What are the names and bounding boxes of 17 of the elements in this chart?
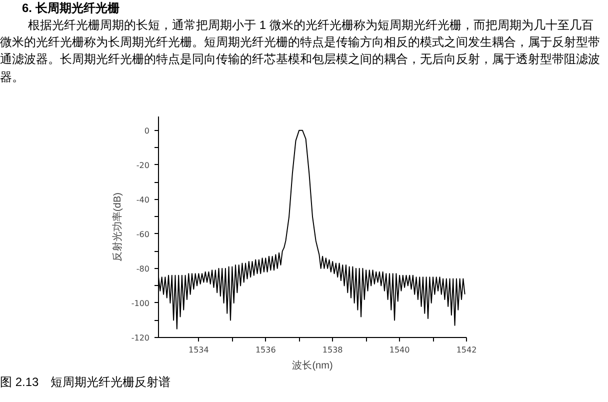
x-tick-label: 1540 bbox=[389, 346, 410, 354]
y-tick-label: 0 bbox=[144, 126, 150, 136]
y-tick-label: -120 bbox=[131, 334, 150, 342]
caption: 图 2.13 短周期光纤光栅反射谱 bbox=[0, 374, 171, 391]
y-axis-title: 反射光功率(dB) bbox=[111, 192, 124, 262]
text: 根据光纤光栅周期的长短，通常把周期小于 1 微米的光纤光栅称为短周期光纤光栅，而把周期为几十至几百微米的光纤光栅称为长周期光纤光栅。短周期光纤光栅的特点是传输方向相反的模式之间发生耦合，属于反射型带通滤波器。长周期光纤光栅的特点是同向传输的纤芯基模和包层模之间的耦合，无后向反射，属于透射型带阻滤波器。 bbox=[0, 17, 600, 86]
y-tick-label: -40 bbox=[136, 195, 150, 204]
y-tick-label: -100 bbox=[131, 298, 150, 308]
x-tick-label: 1538 bbox=[322, 346, 343, 354]
x-tick-label: 1542 bbox=[456, 346, 477, 354]
x-axis-title: 波长(nm) bbox=[292, 360, 333, 372]
y-tick-label: -80 bbox=[136, 264, 150, 274]
y-tick-label: -20 bbox=[136, 160, 150, 170]
x-tick-label: 1536 bbox=[255, 346, 276, 354]
y-tick-label: -60 bbox=[136, 230, 150, 239]
x-tick-label: 1534 bbox=[188, 346, 209, 354]
chart-title: 6. 长周期光纤光栅 bbox=[21, 1, 120, 15]
